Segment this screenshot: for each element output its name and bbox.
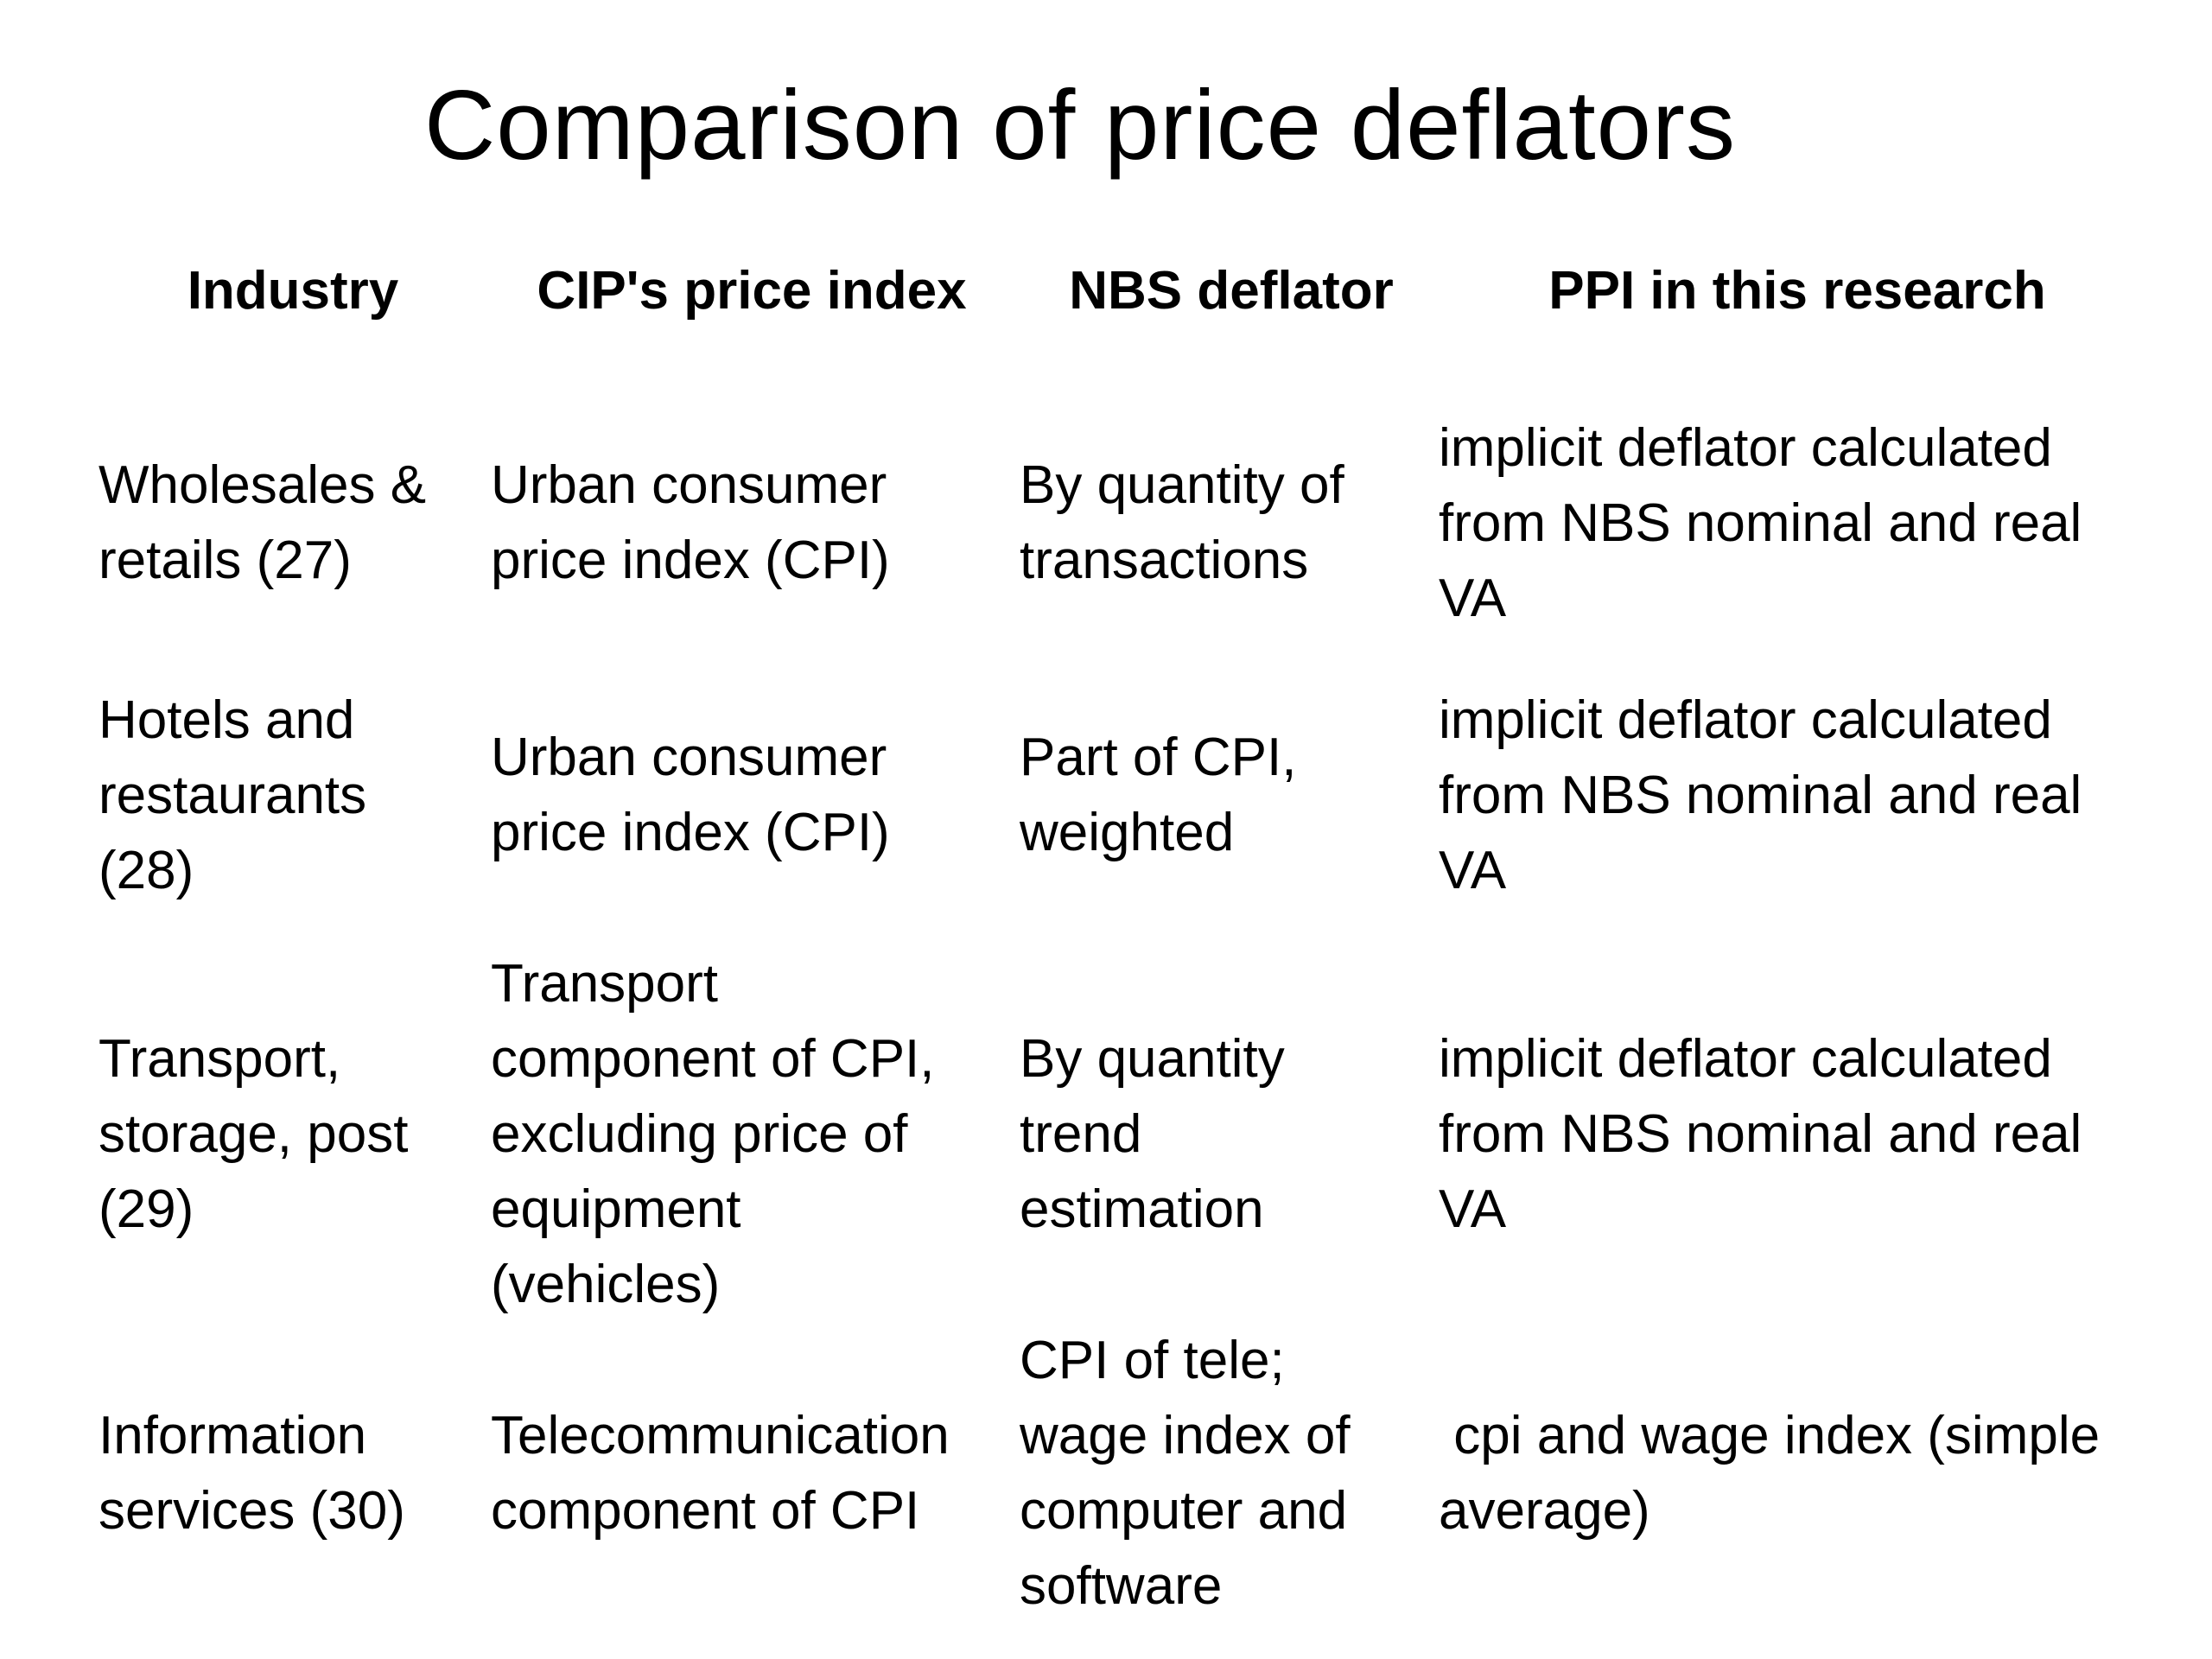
cell-nbs-row2: Part of CPI, weighted (1020, 678, 1417, 912)
cell-line: cpi and wage index (simple (1439, 1406, 2101, 1465)
cell-line: restaurants (99, 765, 367, 825)
cell-line: price index (CPI) (491, 803, 890, 862)
cell-cip-row1: Urban consumer price index (CPI) (491, 406, 1001, 639)
cell-line: Urban consumer (491, 455, 887, 515)
cell-ppi-row3: implicit deflator calculated from NBS no… (1439, 935, 2182, 1332)
cell-line: average) (1439, 1481, 1650, 1541)
cell-line: component of CPI, (491, 1028, 935, 1089)
cell-line: excluding price of (491, 1103, 908, 1164)
cell-nbs-row1: By quantity of transactions (1020, 406, 1417, 639)
cell-line: weighted (1020, 803, 1235, 862)
cell-nbs-row3: By quantity trend estimation (1020, 935, 1417, 1332)
cell-ppi-row1: implicit deflator calculated from NBS no… (1439, 406, 2182, 639)
cell-line: retails (27) (99, 531, 352, 590)
cell-line: component of CPI (491, 1481, 920, 1541)
cell-line: computer and (1020, 1481, 1348, 1541)
cell-line: trend (1020, 1103, 1142, 1164)
header-cip-price-index: CIP's price index (537, 261, 967, 321)
cell-line: VA (1439, 840, 1507, 900)
cell-line: Transport (491, 953, 719, 1014)
cell-line: (28) (99, 840, 194, 900)
cell-industry-row2: Hotels and restaurants (28) (99, 678, 470, 912)
cell-line: Urban consumer (491, 728, 887, 787)
cell-line: estimation (1020, 1179, 1264, 1239)
cell-cip-row3: Transport component of CPI, excluding pr… (491, 935, 1001, 1332)
cell-line: storage, post (99, 1103, 409, 1164)
cell-industry-row4: Information services (30) (99, 1313, 470, 1633)
cell-cip-row4: Telecommunication component of CPI (491, 1313, 1001, 1633)
cell-line: VA (1439, 1179, 1507, 1239)
cell-line: (vehicles) (491, 1254, 721, 1314)
cell-ppi-row2: implicit deflator calculated from NBS no… (1439, 678, 2182, 912)
cell-line: price index (CPI) (491, 531, 890, 590)
header-nbs-deflator: NBS deflator (1069, 261, 1394, 321)
cell-nbs-row4: CPI of tele; wage index of computer and … (1020, 1313, 1417, 1633)
cell-industry-row3: Transport, storage, post (29) (99, 935, 470, 1332)
cell-line: Wholesales & (99, 455, 427, 515)
cell-industry-row1: Wholesales & retails (27) (99, 406, 470, 639)
header-industry: Industry (187, 261, 399, 321)
cell-line: CPI of tele; (1020, 1331, 1285, 1390)
cell-line: implicit deflator calculated (1439, 417, 2052, 478)
cell-line: implicit deflator calculated (1439, 1028, 2052, 1089)
cell-line: VA (1439, 568, 1507, 628)
cell-ppi-row4: cpi and wage index (simple average) (1439, 1313, 2182, 1633)
cell-line: wage index of (1020, 1406, 1351, 1465)
cell-line: software (1020, 1556, 1223, 1616)
cell-line: Information (99, 1406, 367, 1465)
cell-line: services (30) (99, 1481, 405, 1541)
cell-line: Hotels and (99, 690, 355, 750)
cell-line: transactions (1020, 531, 1309, 590)
cell-line: By quantity of (1020, 455, 1344, 515)
cell-line: from NBS nominal and real (1439, 765, 2082, 825)
cell-cip-row2: Urban consumer price index (CPI) (491, 678, 1001, 912)
slide-title: Comparison of price deflators (423, 71, 1736, 181)
cell-line: Transport, (99, 1028, 341, 1089)
cell-line: Telecommunication (491, 1406, 950, 1465)
cell-line: By quantity (1020, 1028, 1285, 1089)
header-ppi-research: PPI in this research (1548, 261, 2046, 321)
cell-line: from NBS nominal and real (1439, 1103, 2082, 1164)
cell-line: (29) (99, 1179, 194, 1239)
cell-line: from NBS nominal and real (1439, 493, 2082, 553)
cell-line: equipment (491, 1179, 741, 1239)
cell-line: Part of CPI, (1020, 728, 1297, 787)
cell-line: implicit deflator calculated (1439, 690, 2052, 750)
